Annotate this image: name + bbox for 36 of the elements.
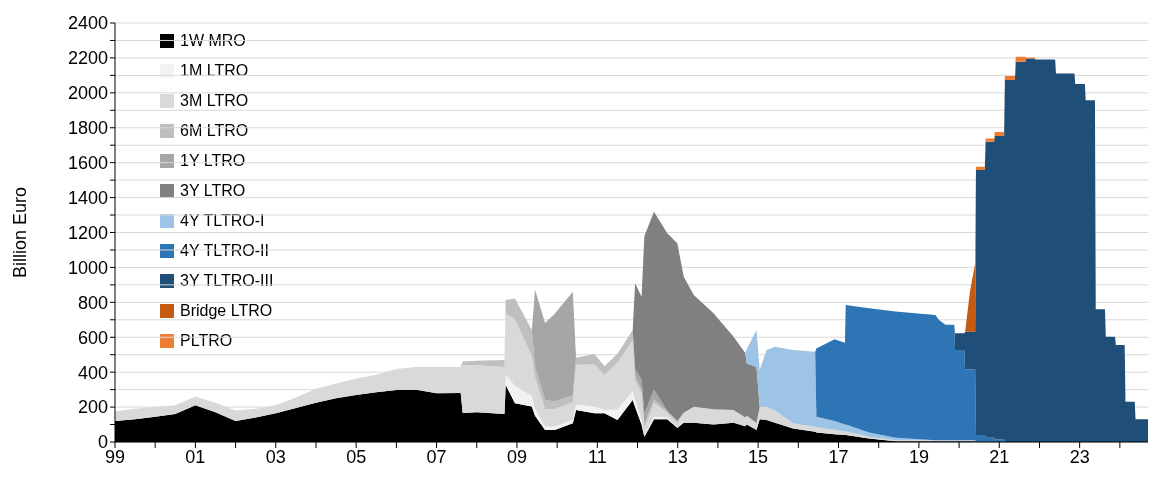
legend-label: 6M LTRO <box>180 122 249 140</box>
y-tick-label: 2000 <box>67 83 108 104</box>
x-tick-label: 05 <box>346 446 367 467</box>
y-tick-label: 1600 <box>67 153 108 174</box>
legend-label: 3M LTRO <box>180 92 249 110</box>
x-tick-label: 23 <box>1069 446 1090 467</box>
x-tick-label: 13 <box>667 446 688 467</box>
y-tick-label: 400 <box>77 362 108 383</box>
y-tick-label: 1800 <box>67 118 108 139</box>
y-tick-label: 1200 <box>67 222 108 243</box>
legend-label: PLTRO <box>180 332 233 350</box>
y-axis-title: Billion Euro <box>10 186 31 279</box>
x-tick-label: 15 <box>748 446 769 467</box>
x-tick-label: 11 <box>587 446 607 467</box>
y-tick-label: 1400 <box>67 187 108 208</box>
y-tick-label: 2400 <box>67 13 108 34</box>
x-tick-label: 19 <box>908 446 929 467</box>
legend-label: 3Y LTRO <box>180 182 246 200</box>
legend-label: 1Y LTRO <box>180 152 246 170</box>
legend-label: 4Y TLTRO-II <box>180 242 269 260</box>
x-tick-label: 01 <box>185 446 206 467</box>
y-tick-label: 2200 <box>67 48 108 69</box>
x-tick-label: 17 <box>828 446 849 467</box>
y-tick-label: 600 <box>77 327 108 348</box>
legend-label: 1M LTRO <box>180 62 249 80</box>
legend-label: 3Y TLTRO-III <box>180 272 274 290</box>
x-tick-label: 03 <box>265 446 286 467</box>
legend-label: Bridge LTRO <box>180 302 273 320</box>
y-tick-label: 1000 <box>67 257 108 278</box>
y-tick-label: 800 <box>77 292 108 313</box>
x-tick-label: 09 <box>506 446 527 467</box>
y-tick-label: 200 <box>77 397 108 418</box>
x-tick-label: 21 <box>989 446 1010 467</box>
x-tick-label: 07 <box>426 446 447 467</box>
legend-label: 1W MRO <box>180 32 246 50</box>
legend-label: 4Y TLTRO-I <box>180 212 265 230</box>
